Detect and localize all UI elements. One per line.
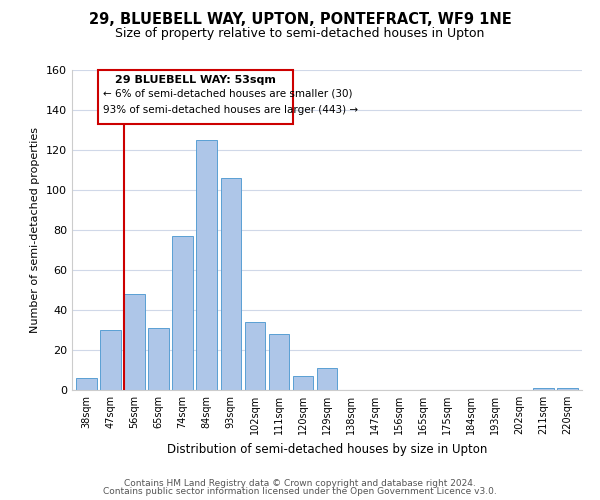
Bar (221, 178, 241, 390)
Text: Size of property relative to semi-detached houses in Upton: Size of property relative to semi-detach… (115, 28, 485, 40)
Bar (317, 368, 337, 390)
Bar (196, 140, 217, 390)
Text: Contains HM Land Registry data © Crown copyright and database right 2024.: Contains HM Land Registry data © Crown c… (124, 478, 476, 488)
Bar (533, 388, 554, 390)
Text: Contains public sector information licensed under the Open Government Licence v3: Contains public sector information licen… (103, 487, 497, 496)
Bar (148, 328, 169, 390)
Bar (245, 322, 265, 390)
Bar (172, 236, 193, 390)
Bar (76, 378, 97, 390)
Bar (124, 294, 145, 390)
Text: 29, BLUEBELL WAY, UPTON, PONTEFRACT, WF9 1NE: 29, BLUEBELL WAY, UPTON, PONTEFRACT, WF9… (89, 12, 511, 28)
Bar (100, 330, 121, 390)
Bar (557, 388, 578, 390)
Bar (293, 376, 313, 390)
Y-axis label: Number of semi-detached properties: Number of semi-detached properties (31, 127, 40, 333)
X-axis label: Distribution of semi-detached houses by size in Upton: Distribution of semi-detached houses by … (167, 442, 487, 456)
Bar (269, 334, 289, 390)
Text: 93% of semi-detached houses are larger (443) →: 93% of semi-detached houses are larger (… (103, 105, 358, 115)
Text: 29 BLUEBELL WAY: 53sqm: 29 BLUEBELL WAY: 53sqm (115, 75, 277, 85)
FancyBboxPatch shape (98, 70, 293, 124)
Text: ← 6% of semi-detached houses are smaller (30): ← 6% of semi-detached houses are smaller… (103, 89, 353, 99)
